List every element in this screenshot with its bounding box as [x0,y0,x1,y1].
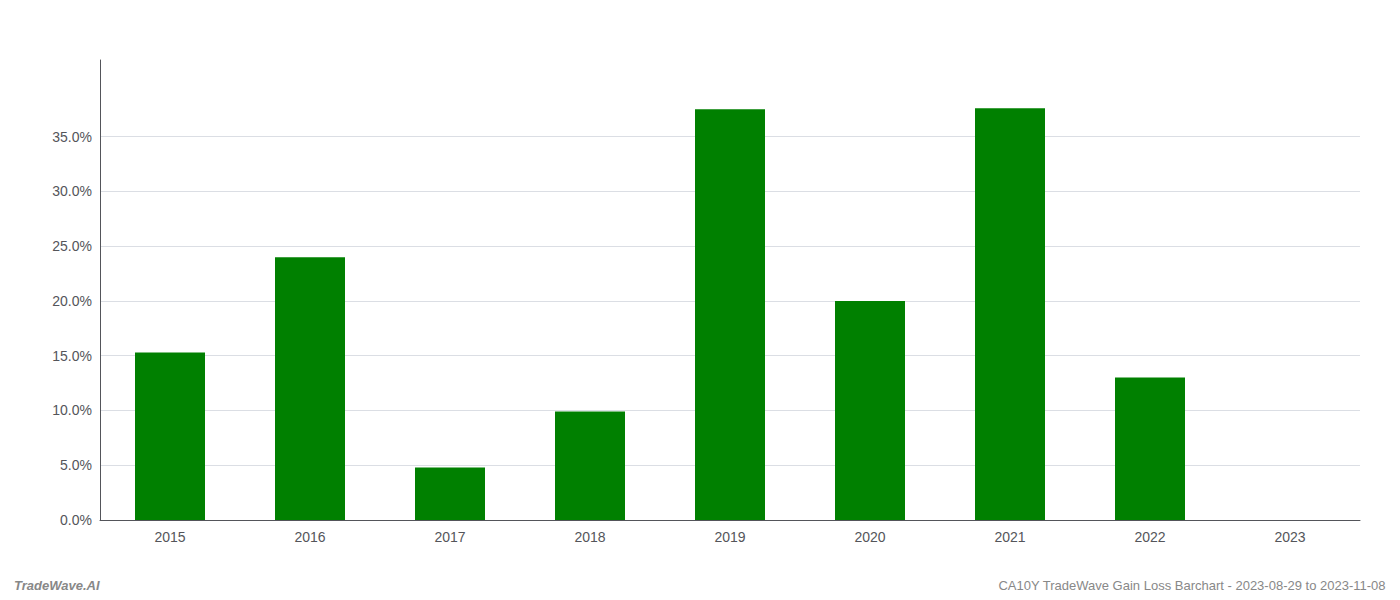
svg-text:15.0%: 15.0% [52,348,92,364]
svg-text:2017: 2017 [434,529,465,545]
svg-text:TradeWave.AI: TradeWave.AI [14,578,100,593]
svg-text:5.0%: 5.0% [60,457,92,473]
svg-text:2019: 2019 [714,529,745,545]
svg-text:25.0%: 25.0% [52,238,92,254]
svg-text:2016: 2016 [294,529,325,545]
svg-text:CA10Y TradeWave Gain Loss Barc: CA10Y TradeWave Gain Loss Barchart - 202… [998,578,1385,593]
svg-text:2021: 2021 [994,529,1025,545]
svg-text:2020: 2020 [854,529,885,545]
svg-text:2023: 2023 [1274,529,1305,545]
svg-text:2018: 2018 [574,529,605,545]
svg-text:35.0%: 35.0% [52,129,92,145]
svg-text:20.0%: 20.0% [52,293,92,309]
svg-text:10.0%: 10.0% [52,402,92,418]
svg-text:2022: 2022 [1134,529,1165,545]
svg-text:0.0%: 0.0% [60,512,92,528]
svg-text:30.0%: 30.0% [52,183,92,199]
svg-text:2015: 2015 [154,529,185,545]
